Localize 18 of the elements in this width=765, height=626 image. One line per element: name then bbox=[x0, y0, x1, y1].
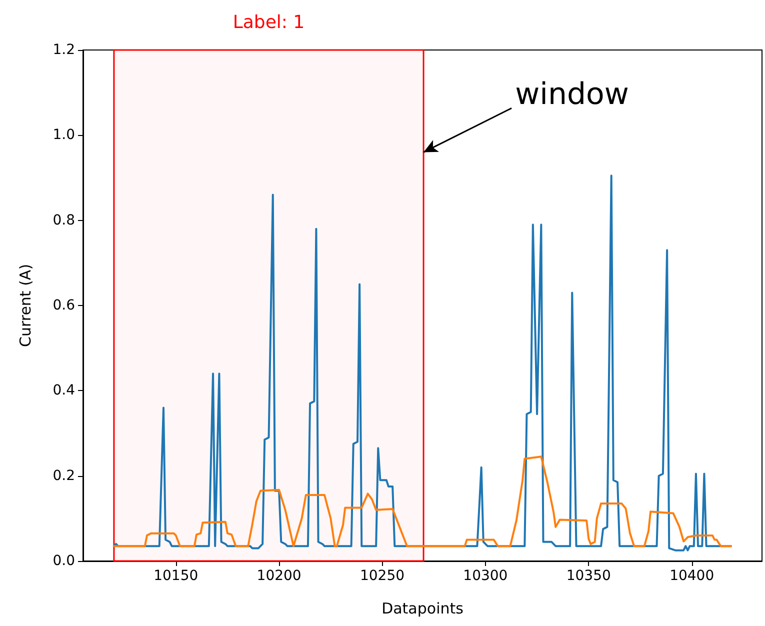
x-tick-label: 10250 bbox=[360, 568, 405, 584]
line-series bbox=[112, 456, 732, 548]
x-tick-label: 10200 bbox=[256, 568, 302, 584]
band-label: Label: 1 bbox=[232, 12, 305, 33]
y-tick-label: 1.2 bbox=[52, 42, 75, 58]
y-axis-title: Current (A) bbox=[16, 264, 34, 348]
y-tick-label: 0.2 bbox=[52, 468, 75, 484]
y-tick-label: 0.4 bbox=[52, 382, 76, 399]
y-tick-label: 1.0 bbox=[52, 127, 75, 144]
x-tick-label: 10400 bbox=[670, 568, 714, 584]
y-tick-label: 0.0 bbox=[52, 553, 75, 569]
annotation: window bbox=[515, 76, 629, 112]
x-tick-label: 10150 bbox=[154, 568, 198, 584]
y-tick-label: 0.6 bbox=[52, 298, 76, 314]
x-axis-title: Datapoints bbox=[382, 600, 464, 618]
y-tick-label: 0.8 bbox=[52, 212, 75, 228]
x-tick-label: 10300 bbox=[463, 568, 508, 584]
x-tick-label: 10350 bbox=[566, 568, 611, 584]
